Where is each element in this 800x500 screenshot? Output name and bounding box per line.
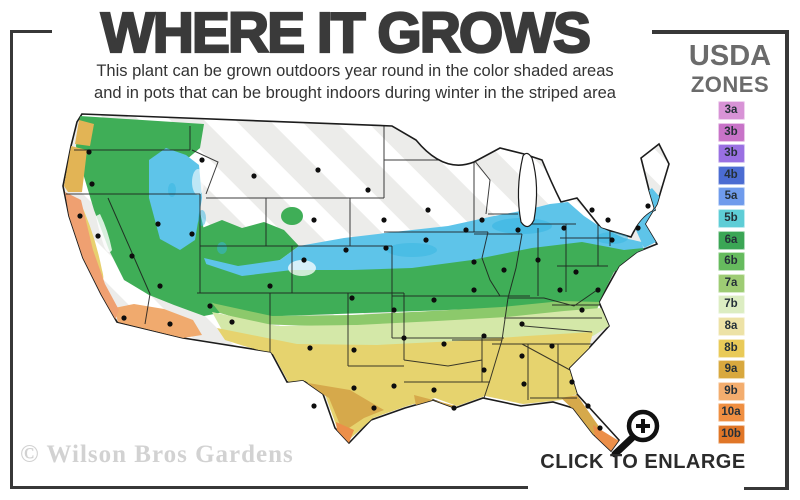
click-to-enlarge-label[interactable]: CLICK TO ENLARGE [540,451,746,473]
legend-swatch-10a: 10a [717,403,745,423]
lake-michigan [517,152,538,228]
legend-swatch-5b: 5b [717,208,745,228]
legend-swatch-9b: 9b [717,381,745,401]
frame-right-border [785,30,789,489]
frame-top-right-segment [652,30,789,34]
legend-swatch-4b: 4b [717,165,745,185]
legend-swatch-3a: 3a [717,101,745,120]
subtitle: This plant can be grown outdoors year ro… [30,61,680,105]
subtitle-line-2: and in pots that can be brought indoors … [94,83,616,102]
legend-heading-zones: ZONES [690,72,770,97]
legend-swatch-3b: 3b [717,144,745,164]
legend-swatch-7a: 7a [717,273,745,293]
city-dots [77,149,651,431]
legend-heading-usda: USDA [688,40,772,72]
legend-swatch-9a: 9a [717,360,745,380]
magnifier-plus-icon[interactable] [606,406,664,464]
page-title: WHERE IT GROWS [100,0,592,66]
legend-swatch-7b: 7b [717,295,745,315]
frame-top-left-segment [10,30,52,33]
frame-left-border [10,30,13,489]
legend-swatch-6b: 6b [717,252,745,272]
us-hardiness-zone-map[interactable] [52,98,674,464]
legend-swatch-8b: 8b [717,338,745,358]
frame-bottom-right-segment [744,487,789,490]
subtitle-line-1: This plant can be grown outdoors year ro… [96,62,614,80]
watermark: © Wilson Bros Gardens [20,441,294,468]
legend-swatch-8a: 8a [717,316,745,336]
legend-swatch-10b: 10b [717,424,745,444]
legend-heading: USDA ZONES [676,42,784,96]
legend-swatch-6a: 6a [717,230,745,250]
legend-items: 3a 3b 3b 4b 5a 5b 6a 6b 7a 7b 8a 8b 9a 9b 10a 10b [681,101,781,447]
frame-bottom-left-segment [10,486,528,489]
legend-swatch-5a: 5a [717,187,745,207]
legend-swatch-3b: 3b [717,122,745,142]
